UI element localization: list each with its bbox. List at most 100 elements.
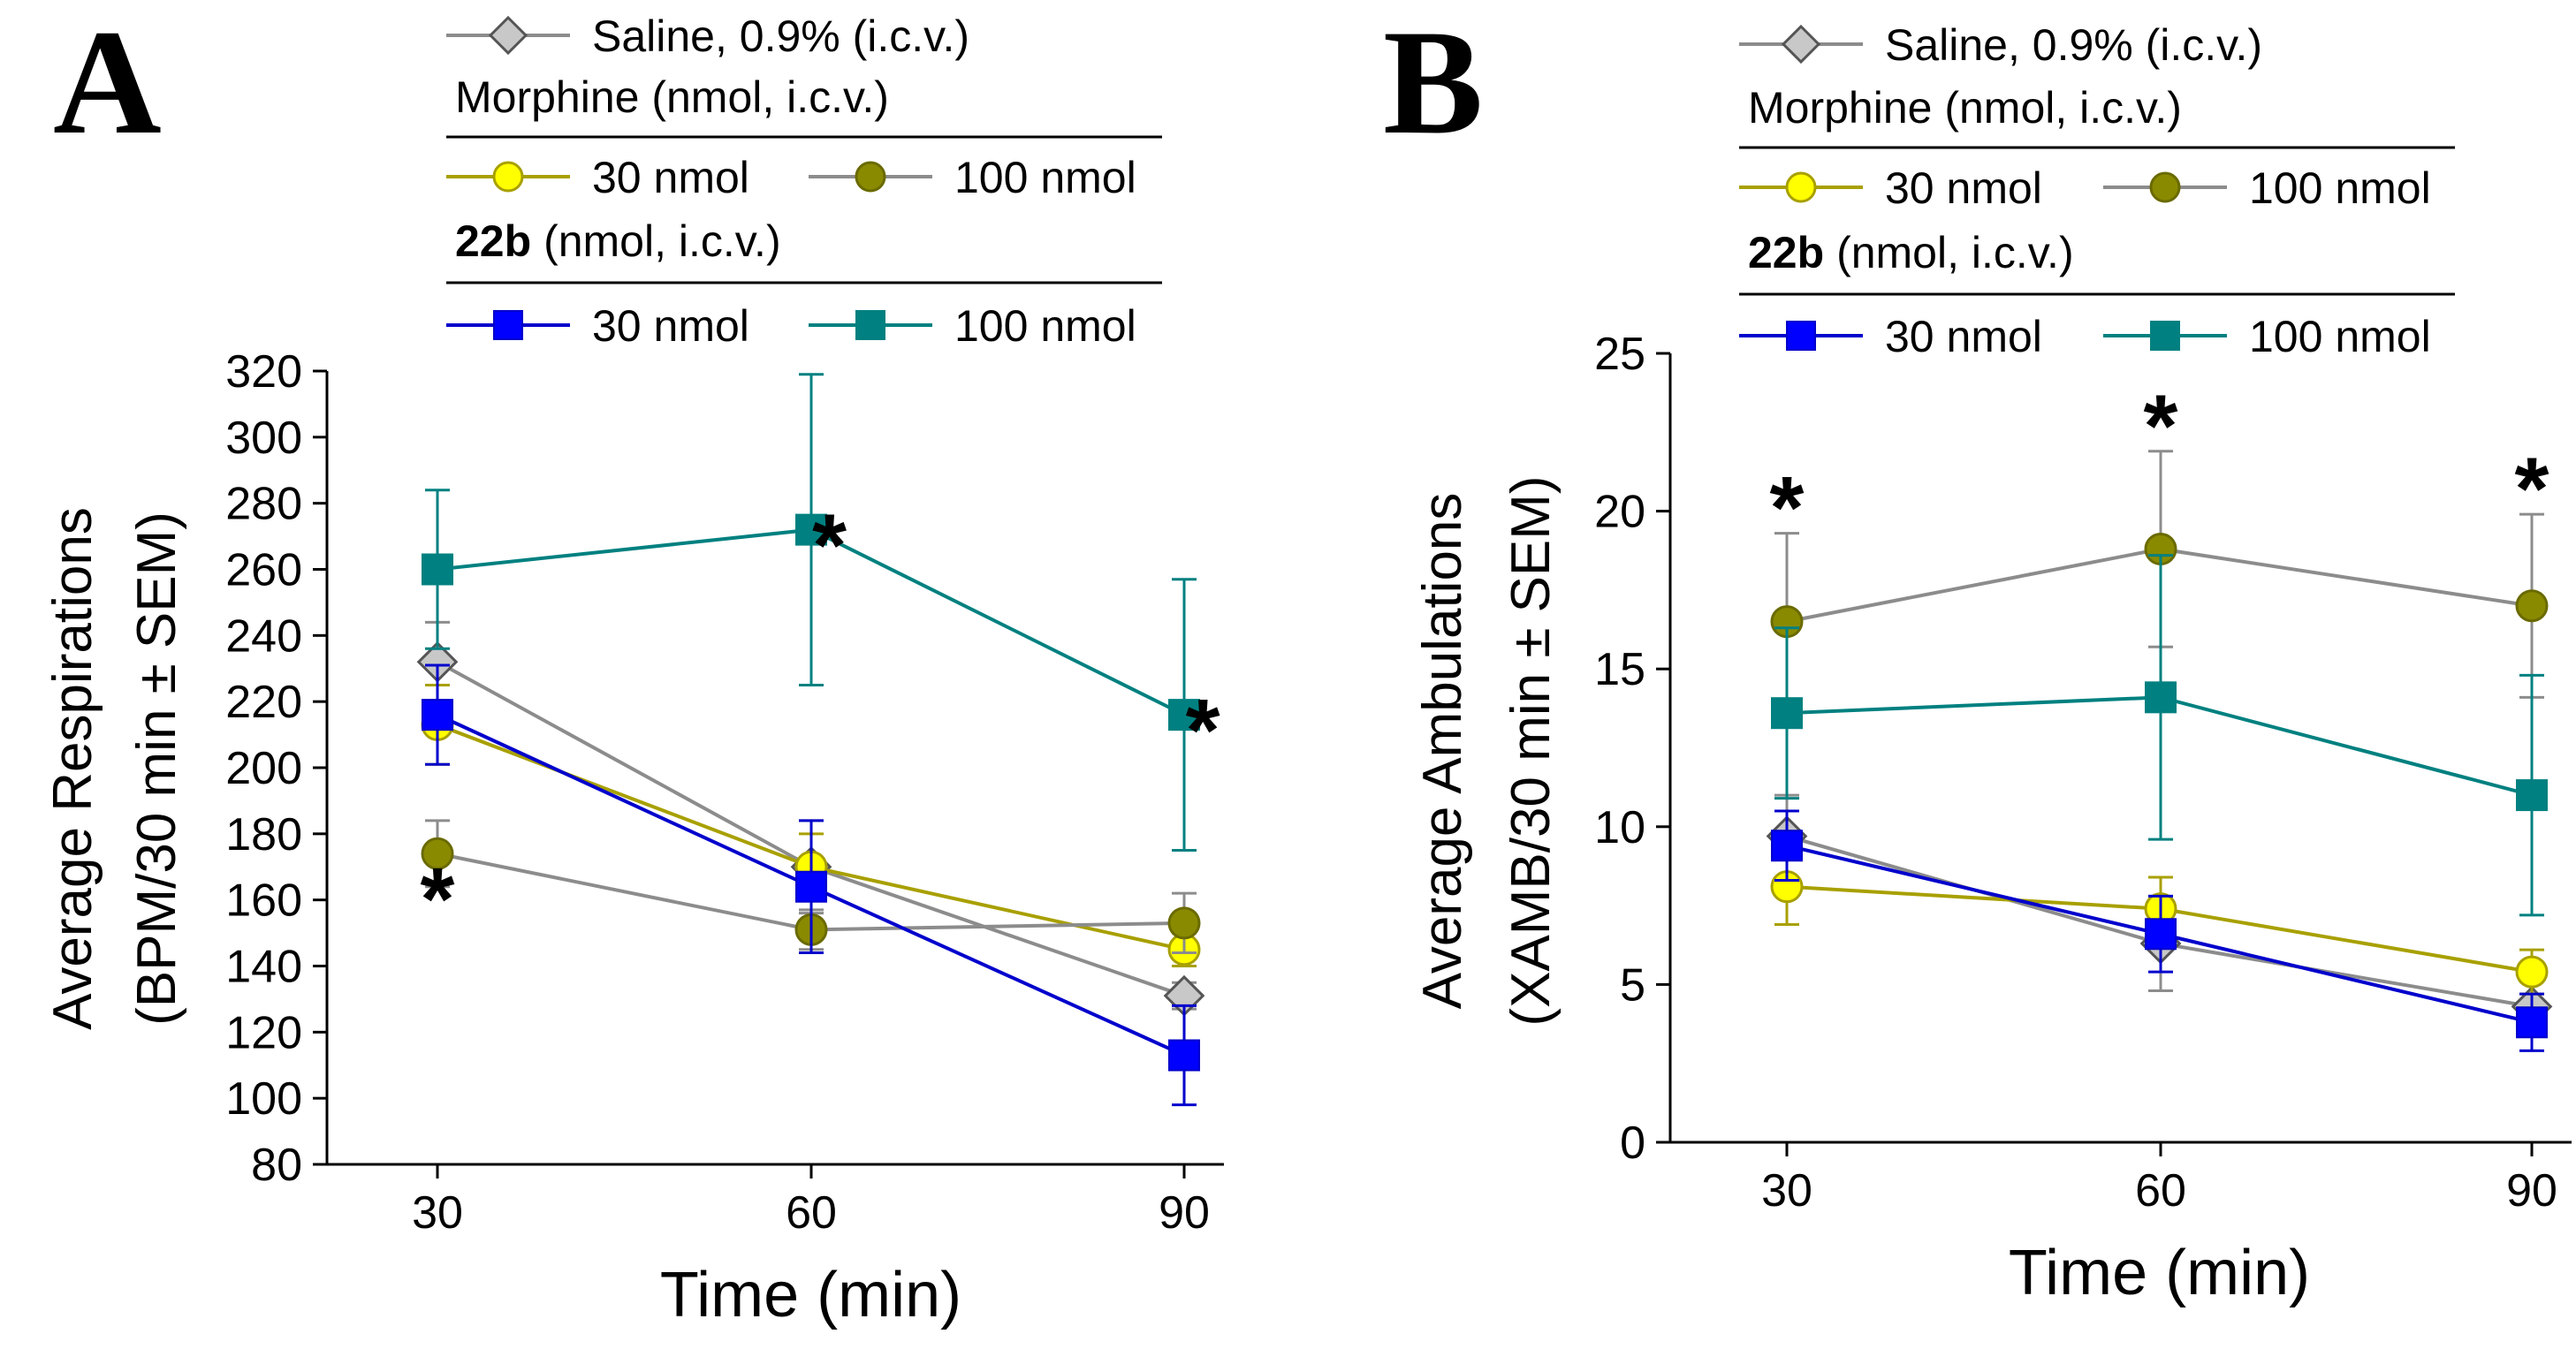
x-tick-label: 90 [1159, 1187, 1210, 1239]
legend-label: 30 nmol [592, 301, 749, 351]
data-point [2516, 779, 2548, 812]
y-axis-label: Average Ambulations (XAMB/30 min ± SEM) [1412, 475, 1562, 1026]
legend-saline: Saline, 0.9% (i.c.v.) [446, 11, 969, 61]
legend-marker [492, 161, 524, 193]
data-point [2516, 1006, 2548, 1039]
y-tick-label: 10 [1594, 802, 1645, 853]
y-tick-label: 280 [225, 479, 302, 530]
significance-star: * [2515, 440, 2549, 539]
y-tick-label: 5 [1620, 959, 1645, 1011]
x-tick-label: 90 [2506, 1165, 2557, 1216]
data-point [2515, 955, 2549, 989]
data-point [422, 699, 453, 731]
significance-star: * [812, 496, 847, 595]
legend-compound-name: 22b [1748, 228, 1824, 277]
y-tick-label: 100 [225, 1073, 302, 1125]
legend: Saline, 0.9% (i.c.v.) Morphine (nmol, i.c… [446, 11, 1162, 351]
legend-morphine-100: 100 nmol [2103, 163, 2431, 213]
panel-letter: B [1383, 0, 1483, 165]
series-c22b100 [1771, 554, 2548, 917]
legend-marker [2150, 321, 2180, 351]
data-point [2145, 681, 2177, 714]
legend-morphine-30: 30 nmol [1739, 163, 2042, 213]
significance-star: * [1770, 459, 1805, 557]
legend-label: Saline, 0.9% (i.c.v.) [592, 11, 969, 61]
y-tick-label: 220 [225, 677, 302, 728]
legend-marker [493, 310, 523, 340]
legend-morphine-100: 100 nmol [809, 153, 1136, 202]
y-tick-label: 20 [1594, 487, 1645, 538]
y-axis-label: Average Respirations (BPM/30 min ± SEM) [42, 507, 187, 1030]
y-tick-label: 120 [225, 1007, 302, 1058]
legend-morphine-30: 30 nmol [446, 153, 749, 202]
legend-compound-suffix: (nmol, i.c.v.) [531, 216, 780, 266]
legend-saline: Saline, 0.9% (i.c.v.) [1739, 20, 2262, 70]
data-point [1168, 699, 1200, 731]
legend-22b-100: 100 nmol [2103, 312, 2431, 361]
data-point [2515, 589, 2549, 623]
panel-b: B 0 5 10 15 20 25 30 60 90 Average Ambulations (XAM… [1383, 0, 2572, 1308]
legend-marker [1785, 171, 1817, 203]
y-tick-label: 200 [225, 743, 302, 794]
legend-label: 100 nmol [2249, 163, 2431, 213]
legend-label: 100 nmol [954, 301, 1136, 351]
legend-22b-30: 30 nmol [1739, 312, 2042, 361]
y-tick-label: 300 [225, 413, 302, 464]
legend-22b-100: 100 nmol [809, 301, 1136, 351]
y-tick-label: 320 [225, 346, 302, 398]
legend-marker [1786, 321, 1816, 351]
y-tick-label: 140 [225, 942, 302, 993]
panel-a: A 80 100 120 140 160 180 200 220 240 260 280 300 320 3… [42, 0, 1224, 1330]
legend-compound-header: 22b (nmol, i.c.v.) [455, 216, 781, 266]
data-point [1771, 697, 1803, 730]
legend-marker [855, 310, 885, 340]
series-group [1766, 450, 2553, 1052]
legend-label: 30 nmol [1885, 312, 2042, 361]
data-point [1168, 1039, 1200, 1072]
legend-marker [2149, 171, 2181, 203]
series-group [416, 373, 1205, 1107]
significance-star: * [2144, 376, 2178, 475]
legend-label: 30 nmol [1885, 163, 2042, 213]
data-point [422, 553, 453, 586]
x-tick-label: 30 [412, 1187, 463, 1239]
y-axis-label-line1: Average Ambulations [1412, 493, 1473, 1010]
legend-label: 100 nmol [954, 153, 1136, 202]
panel-letter: A [53, 0, 162, 165]
y-tick-label: 15 [1594, 644, 1645, 695]
x-tick-label: 60 [2135, 1165, 2186, 1216]
y-tick-label: 0 [1620, 1118, 1645, 1169]
x-tick-label: 60 [786, 1187, 837, 1239]
x-axis-label: Time (min) [2009, 1238, 2310, 1308]
legend-morphine-header: Morphine (nmol, i.c.v.) [1748, 83, 2182, 133]
y-tick-label: 160 [225, 875, 302, 927]
data-point [1771, 830, 1803, 862]
y-axis-label-line2: (BPM/30 min ± SEM) [126, 512, 187, 1026]
y-axis-label-line2: (XAMB/30 min ± SEM) [1501, 475, 1562, 1026]
legend-marker [855, 161, 886, 193]
y-axis-label-line1: Average Respirations [42, 507, 103, 1030]
y-tick-label: 25 [1594, 329, 1645, 380]
data-point [2145, 918, 2177, 951]
legend: Saline, 0.9% (i.c.v.) Morphine (nmol, i.c… [1739, 20, 2455, 361]
legend-morphine-header: Morphine (nmol, i.c.v.) [455, 72, 889, 122]
data-point [1167, 906, 1201, 940]
data-point [795, 513, 827, 546]
y-tick-label: 240 [225, 610, 302, 662]
y-tick-label: 80 [251, 1140, 302, 1191]
x-axis-label: Time (min) [660, 1260, 961, 1330]
series-c22b30 [422, 663, 1200, 1107]
data-point [795, 870, 827, 903]
series-c22b100 [422, 373, 1200, 853]
legend-label: Saline, 0.9% (i.c.v.) [1885, 20, 2262, 70]
legend-compound-suffix: (nmol, i.c.v.) [1824, 228, 2073, 277]
legend-marker [488, 15, 528, 56]
legend-compound-name: 22b [455, 216, 531, 266]
legend-label: 100 nmol [2249, 312, 2431, 361]
significance-star: * [421, 850, 455, 949]
x-tick-label: 30 [1761, 1165, 1812, 1216]
y-tick-label: 180 [225, 809, 302, 860]
series-c22b30 [1771, 809, 2548, 1052]
legend-compound-header: 22b (nmol, i.c.v.) [1748, 228, 2074, 277]
